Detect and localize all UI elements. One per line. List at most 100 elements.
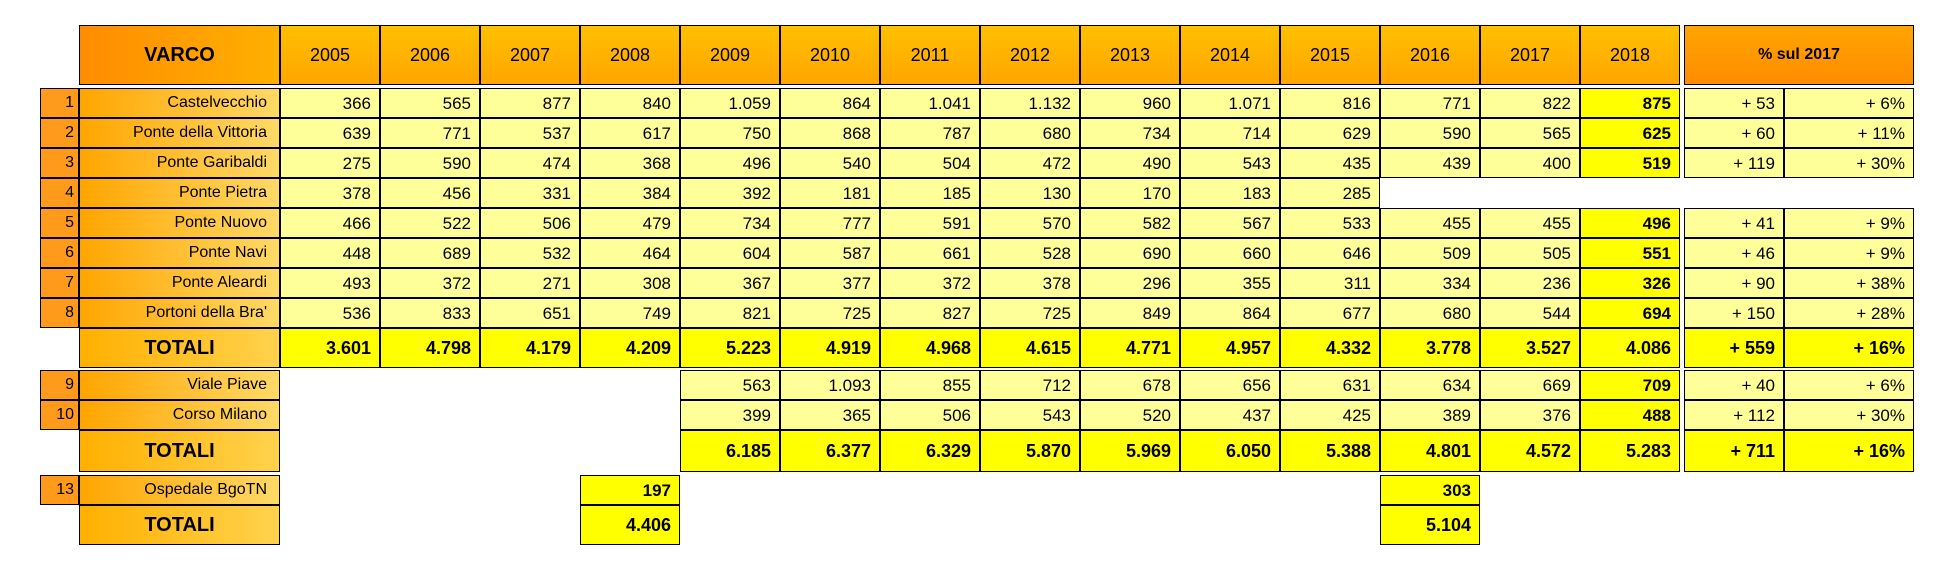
value-cell: 472 [980,148,1080,178]
row-name: Portoni della Bra' [79,298,280,328]
value-cell: 384 [580,178,680,208]
header-year: 2008 [580,25,680,85]
value-cell: 660 [1180,238,1280,268]
value-cell: 712 [980,370,1080,400]
value-cell: 864 [1180,298,1280,328]
value-cell: 399 [680,400,780,430]
value-cell: 466 [280,208,380,238]
value-cell: 656 [1180,370,1280,400]
value-cell: 669 [1480,370,1580,400]
row-name: Ponte Aleardi [79,268,280,298]
total-cell: 6.185 [680,430,780,472]
row-name: Ponte Garibaldi [79,148,280,178]
value-cell: 749 [580,298,680,328]
header-year: 2014 [1180,25,1280,85]
pct-cell: + 28% [1784,298,1914,328]
total-cell: 3.778 [1380,328,1480,368]
header-varco: VARCO [79,25,280,85]
header-year: 2016 [1380,25,1480,85]
value-cell: 822 [1480,88,1580,118]
total-cell: 4.615 [980,328,1080,368]
pct-cell: + 38% [1784,268,1914,298]
value-cell: 435 [1280,148,1380,178]
value-cell: 714 [1180,118,1280,148]
value-cell: 1.071 [1180,88,1280,118]
value-cell: 474 [480,148,580,178]
pct-cell: + 9% [1784,238,1914,268]
value-cell: 392 [680,178,780,208]
row-number: 3 [40,148,79,178]
total-cell: 4.957 [1180,328,1280,368]
total-cell: 6.377 [780,430,880,472]
value-cell: 734 [1080,118,1180,148]
row-number: 9 [40,370,79,400]
total-cell: 4.332 [1280,328,1380,368]
value-cell: 567 [1180,208,1280,238]
diff-cell: + 40 [1684,370,1784,400]
value-cell: 334 [1380,268,1480,298]
value-cell: 1.132 [980,88,1080,118]
total-label: TOTALI [79,430,280,472]
value-cell: 543 [980,400,1080,430]
row-name: Viale Piave [79,370,280,400]
value-cell: 437 [1180,400,1280,430]
total-cell: 4.179 [480,328,580,368]
value-cell: 372 [880,268,980,298]
value-cell: 490 [1080,148,1180,178]
value-cell: 271 [480,268,580,298]
value-cell: 1.041 [880,88,980,118]
value-cell: 504 [880,148,980,178]
value-cell: 456 [380,178,480,208]
row-name: Ponte Nuovo [79,208,280,238]
total-cell: 4.801 [1380,430,1480,472]
diff-cell: + 53 [1684,88,1784,118]
header-year: 2013 [1080,25,1180,85]
value-cell: 551 [1580,238,1680,268]
value-cell: 365 [780,400,880,430]
total-cell: 3.527 [1480,328,1580,368]
value-cell: 519 [1580,148,1680,178]
value-cell: 368 [580,148,680,178]
total-diff: + 559 [1684,328,1784,368]
value-cell: 536 [280,298,380,328]
header-year: 2010 [780,25,880,85]
row-name: Castelvecchio [79,88,280,118]
value-cell: 689 [380,238,480,268]
value-cell: 680 [980,118,1080,148]
value-cell: 528 [980,238,1080,268]
value-cell: 275 [280,148,380,178]
total-pct: + 16% [1784,328,1914,368]
value-cell: 590 [380,148,480,178]
row-name: Corso Milano [79,400,280,430]
value-cell: 533 [1280,208,1380,238]
value-cell: 537 [480,118,580,148]
value-cell: 303 [1380,475,1480,505]
value-cell: 464 [580,238,680,268]
value-cell: 236 [1480,268,1580,298]
diff-cell: + 90 [1684,268,1784,298]
value-cell: 680 [1380,298,1480,328]
value-cell: 582 [1080,208,1180,238]
value-cell: 709 [1580,370,1680,400]
row-number: 1 [40,88,79,118]
value-cell: 366 [280,88,380,118]
total-cell: 4.771 [1080,328,1180,368]
value-cell: 1.093 [780,370,880,400]
header-year: 2006 [380,25,480,85]
value-cell: 868 [780,118,880,148]
total-cell: 4.406 [580,505,680,545]
value-cell: 496 [680,148,780,178]
value-cell: 425 [1280,400,1380,430]
value-cell: 506 [880,400,980,430]
header-year: 2007 [480,25,580,85]
value-cell: 591 [880,208,980,238]
value-cell: 479 [580,208,680,238]
total-cell: 4.968 [880,328,980,368]
value-cell: 771 [1380,88,1480,118]
value-cell: 563 [680,370,780,400]
value-cell: 367 [680,268,780,298]
value-cell: 185 [880,178,980,208]
diff-cell: + 46 [1684,238,1784,268]
value-cell: 565 [380,88,480,118]
